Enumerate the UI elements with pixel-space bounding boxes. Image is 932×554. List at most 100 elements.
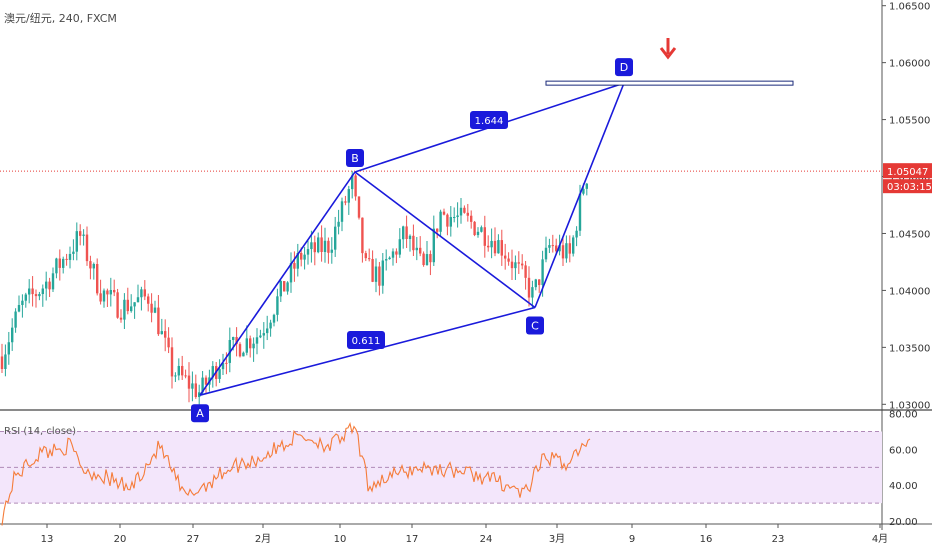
candle-body — [167, 337, 170, 348]
candle-body — [504, 255, 507, 259]
candle-body — [211, 366, 214, 378]
point-badge-C — [526, 316, 544, 335]
candle-body — [242, 352, 245, 357]
candle-body — [524, 265, 527, 278]
rsi-tick-label: 20.00 — [889, 517, 918, 528]
candle-body — [456, 215, 459, 218]
current-price-text: 1.05047 — [887, 167, 928, 178]
candle-body — [249, 338, 252, 349]
candle-body — [194, 383, 197, 398]
candle-body — [96, 264, 99, 294]
candle-body — [408, 235, 412, 239]
candle-body — [470, 215, 473, 222]
point-label-D: D — [620, 61, 628, 74]
candle-body — [160, 331, 163, 335]
candle-body — [578, 193, 582, 231]
price-tick-label: 1.06500 — [889, 2, 930, 13]
candle-body — [500, 240, 503, 256]
candle-body — [48, 281, 51, 290]
ratio-badge — [347, 331, 385, 349]
candle-body — [303, 254, 306, 260]
pattern-leg-AB — [199, 171, 356, 396]
candle-body — [398, 239, 401, 255]
candle-body — [425, 254, 429, 266]
down-arrow-head — [659, 47, 677, 60]
candle-body — [575, 230, 578, 238]
candle-body — [123, 299, 126, 320]
candle-body — [191, 383, 194, 389]
candle-body — [449, 217, 452, 227]
candle-body — [544, 247, 548, 260]
candle-body — [28, 288, 31, 295]
candle-body — [585, 183, 588, 189]
candle-body — [72, 251, 75, 254]
candle-body — [347, 189, 350, 203]
candle-body — [551, 245, 554, 247]
candle-body — [7, 342, 10, 355]
candle-body — [136, 297, 140, 303]
point-label-C: C — [531, 320, 539, 333]
ratio-label: 0.611 — [352, 336, 381, 347]
pattern-leg-AC — [199, 306, 536, 396]
candle-body — [514, 262, 517, 269]
candle-body — [187, 375, 191, 389]
candle-body — [252, 343, 255, 349]
candle-body — [79, 231, 82, 236]
candle-body — [527, 277, 531, 298]
candle-body — [340, 201, 344, 222]
candle-body — [439, 211, 442, 232]
candle-body — [568, 243, 571, 254]
candle-body — [58, 258, 61, 268]
candle-body — [378, 266, 381, 286]
candle-body — [429, 254, 432, 263]
rsi-line — [1, 422, 591, 526]
candle-body — [412, 235, 415, 251]
candle-body — [184, 375, 187, 377]
candle-body — [238, 344, 242, 357]
candle-body — [133, 302, 136, 307]
candle-body — [21, 300, 24, 306]
candle-body — [517, 262, 520, 264]
rsi-tick-label: 40.00 — [889, 481, 918, 492]
candle-body — [130, 306, 133, 312]
candle-body — [286, 282, 289, 292]
candle-body — [126, 299, 129, 312]
candle-body — [99, 293, 102, 302]
candle-body — [374, 266, 378, 282]
candle-body — [555, 245, 558, 252]
point-badge-D — [615, 58, 633, 77]
candle-body — [272, 314, 276, 323]
down-arrow-icon — [659, 38, 677, 60]
candle-body — [296, 252, 299, 269]
target-zone — [545, 80, 794, 86]
candles-group — [0, 170, 588, 408]
candle-body — [476, 231, 480, 236]
candle-body — [198, 392, 201, 398]
candle-body — [232, 337, 235, 340]
candle-body — [113, 290, 116, 293]
candle-body — [463, 207, 466, 213]
candle-body — [82, 234, 85, 236]
candle-body — [565, 243, 568, 259]
candle-body — [269, 322, 272, 329]
candle-body — [534, 279, 537, 288]
ratio-badge — [470, 111, 508, 129]
time-tick-label: 4月 — [872, 533, 888, 545]
candle-body — [310, 242, 313, 250]
candle-body — [85, 234, 89, 262]
candle-body — [446, 214, 449, 227]
price-tick-label: 1.04000 — [889, 286, 930, 297]
countdown-text: 03:03:15 — [887, 182, 932, 193]
candle-body — [55, 258, 58, 274]
time-tick-label: 13 — [41, 534, 54, 545]
candle-body — [541, 259, 544, 286]
rsi-label: RSI (14, close) — [4, 426, 77, 437]
candle-body — [119, 317, 123, 320]
candle-body — [548, 245, 551, 248]
candle-body — [442, 211, 446, 215]
candle-body — [164, 331, 167, 338]
candle-body — [419, 247, 422, 254]
candle-body — [395, 251, 398, 255]
